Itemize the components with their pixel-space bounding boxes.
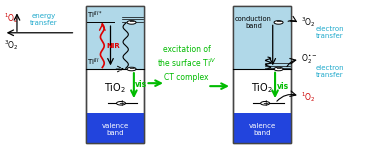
Text: −: − [275, 18, 282, 27]
Bar [233, 6, 291, 143]
Text: the surface Ti$^{IV}$: the surface Ti$^{IV}$ [156, 56, 217, 69]
Circle shape [127, 67, 136, 71]
Text: TiO$_2$: TiO$_2$ [104, 81, 126, 95]
Bar [86, 113, 144, 143]
Bar [233, 6, 291, 69]
Text: valence
band: valence band [248, 123, 276, 136]
Text: vis: vis [277, 82, 289, 91]
Text: vis: vis [135, 80, 147, 89]
Text: NIR: NIR [106, 43, 120, 49]
Text: electron
transfer: electron transfer [316, 65, 345, 78]
Text: conduction
band: conduction band [235, 16, 272, 29]
Circle shape [261, 101, 270, 105]
Circle shape [116, 101, 126, 105]
Text: CT complex: CT complex [164, 73, 209, 82]
Bar [233, 113, 291, 143]
Text: TiO$_2$: TiO$_2$ [251, 81, 273, 95]
Text: +: + [118, 99, 124, 108]
Text: $^1$O$_2$: $^1$O$_2$ [301, 90, 316, 104]
Circle shape [127, 21, 136, 24]
Text: Ti$^{III}$: Ti$^{III}$ [87, 57, 100, 68]
Bar [86, 6, 144, 69]
Text: $^3$O$_2$: $^3$O$_2$ [4, 38, 18, 52]
Text: O$_2^{\bullet-}$: O$_2^{\bullet-}$ [301, 53, 317, 66]
Text: −: − [275, 64, 282, 73]
Text: −: − [128, 64, 135, 73]
Text: $^3$O$_2$: $^3$O$_2$ [301, 15, 316, 29]
Bar [233, 6, 291, 143]
Text: Ti$^{III*}$: Ti$^{III*}$ [87, 10, 103, 21]
Text: +: + [262, 99, 268, 108]
Bar [86, 6, 144, 143]
Text: −: − [128, 18, 135, 27]
Text: valence
band: valence band [101, 123, 129, 136]
Text: electron
transfer: electron transfer [316, 26, 345, 39]
Text: energy
transfer: energy transfer [29, 13, 57, 26]
Text: $^1$O$_2$: $^1$O$_2$ [4, 11, 18, 25]
Bar [86, 6, 144, 143]
Circle shape [274, 21, 283, 24]
Circle shape [274, 67, 283, 71]
Text: excitation of: excitation of [163, 45, 210, 54]
